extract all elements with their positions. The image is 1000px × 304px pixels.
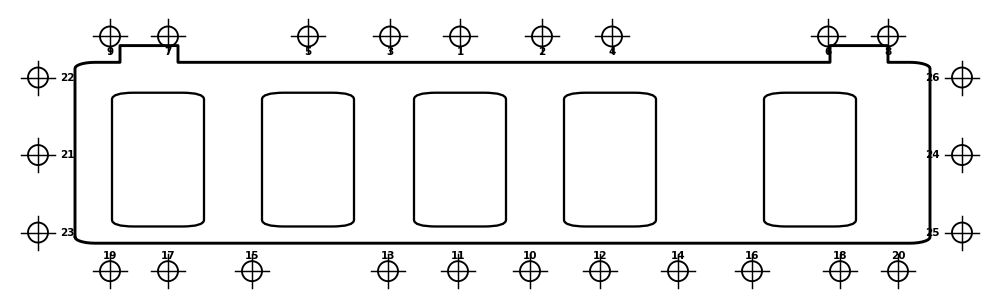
Text: 18: 18 (833, 250, 847, 261)
Polygon shape (75, 46, 930, 243)
FancyBboxPatch shape (764, 93, 856, 226)
Text: 25: 25 (926, 228, 940, 237)
Text: 12: 12 (593, 250, 607, 261)
Text: 1: 1 (456, 47, 464, 57)
Text: 21: 21 (60, 150, 74, 160)
Text: 16: 16 (745, 250, 759, 261)
Text: 9: 9 (106, 47, 114, 57)
Text: 8: 8 (884, 47, 892, 57)
Text: 20: 20 (891, 250, 905, 261)
FancyBboxPatch shape (262, 93, 354, 226)
FancyBboxPatch shape (112, 93, 204, 226)
Text: 4: 4 (608, 47, 616, 57)
Text: 10: 10 (523, 250, 537, 261)
Text: 7: 7 (164, 47, 172, 57)
Text: 14: 14 (671, 250, 685, 261)
FancyBboxPatch shape (414, 93, 506, 226)
Text: 24: 24 (925, 150, 940, 160)
Text: 13: 13 (381, 250, 395, 261)
Text: 2: 2 (538, 47, 546, 57)
Text: 6: 6 (824, 47, 832, 57)
Text: 19: 19 (103, 250, 117, 261)
Text: 22: 22 (60, 73, 74, 82)
Text: 3: 3 (386, 47, 394, 57)
Text: 5: 5 (304, 47, 312, 57)
Text: 15: 15 (245, 250, 259, 261)
Text: 11: 11 (451, 250, 465, 261)
Text: 26: 26 (926, 73, 940, 82)
FancyBboxPatch shape (564, 93, 656, 226)
Text: 17: 17 (161, 250, 175, 261)
Text: 23: 23 (60, 228, 74, 237)
